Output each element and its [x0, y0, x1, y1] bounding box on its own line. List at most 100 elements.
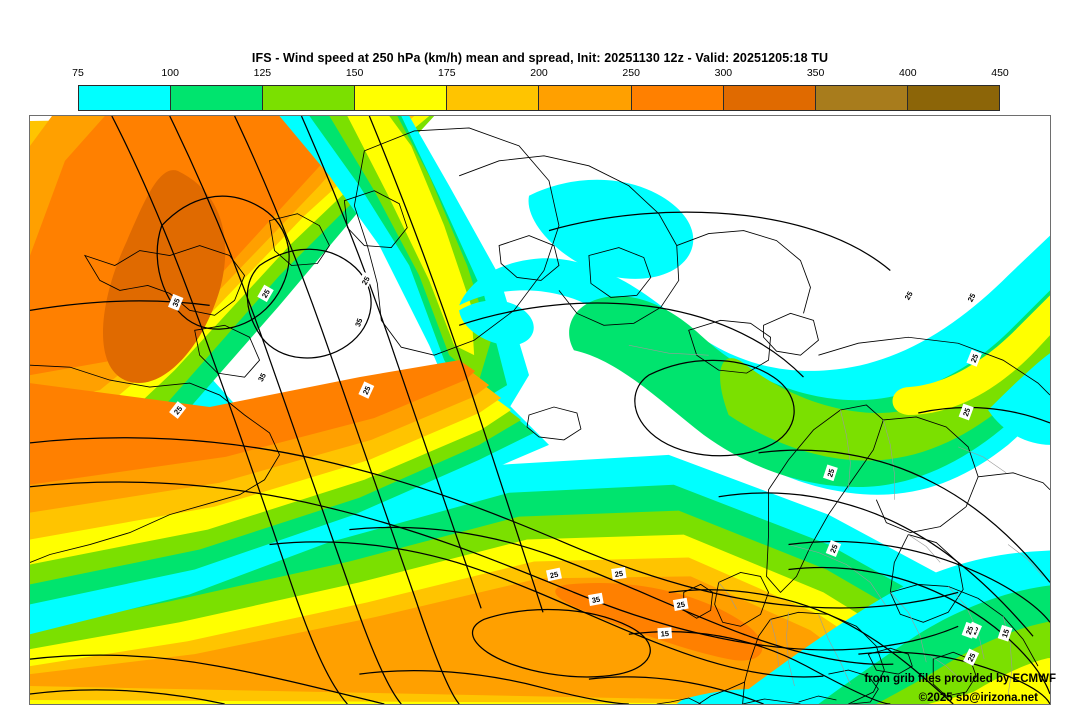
contour-label-bg	[257, 284, 274, 303]
contour-label-bg	[358, 381, 375, 399]
contour-label-bg	[958, 403, 974, 421]
colorbar-segment-2	[263, 86, 356, 110]
colorbar-segment-0	[79, 86, 172, 110]
border-layer	[628, 344, 1044, 695]
contour-label-text: 35	[256, 372, 268, 384]
contour-label: 25	[169, 401, 187, 419]
colorbar-segment-7	[723, 86, 816, 110]
colorbar-tick-labels: 75 100 125 150 175 200 250 300 350 400 450	[72, 67, 1009, 83]
contour-label-text: 25	[614, 569, 623, 579]
contour-label-layer: 35 35 35 25 25 25 25 35 25 25 25 15 25 25 25 25 25 25 15 25…	[168, 271, 1013, 666]
contour-label-bg	[611, 567, 627, 580]
fill-band-75-ne2	[988, 353, 1050, 445]
contour-label: 25	[963, 648, 980, 666]
contour-label-bg	[823, 464, 838, 482]
colorbar-tick-450: 450	[991, 67, 1009, 79]
contour-label: 25	[966, 349, 982, 367]
colorbar-tick-175: 175	[438, 67, 456, 79]
colorbar-tick-400: 400	[899, 67, 917, 79]
contour-label-text: 35	[353, 317, 364, 328]
colorbar-segment-5	[539, 86, 632, 110]
contour-label-text: 25	[969, 353, 980, 364]
contour-label: 25	[963, 288, 980, 307]
colorbar-segments	[78, 85, 1000, 111]
contour-label: 25	[825, 540, 842, 558]
contour-label-text: 25	[676, 600, 686, 610]
contour-label-bg	[588, 592, 604, 606]
contour-label-bg	[672, 597, 689, 611]
colorbar-segment-1	[171, 86, 264, 110]
fill-band-75-gr	[459, 300, 534, 346]
page-title: IFS - Wind speed at 250 hPa (km/h) mean …	[251, 51, 829, 65]
colorbar-segment-4	[447, 86, 540, 110]
fill-band-150-ne	[928, 658, 1050, 704]
contour-label-bg	[963, 288, 980, 307]
wind-speed-fill-layer-2	[279, 116, 530, 425]
wind-speed-fill-layer-3	[30, 454, 1050, 704]
contour-label: 35	[168, 293, 184, 311]
contour-label: 35	[588, 592, 604, 606]
contour-label-bg	[963, 648, 980, 666]
contour-label-bg	[657, 627, 673, 640]
fill-band-150-gl	[347, 116, 475, 356]
colorbar-tick-150: 150	[345, 67, 364, 79]
contour-label: 25	[357, 271, 374, 290]
contour-label-text: 15	[1000, 628, 1011, 639]
colorbar-tick-200: 200	[530, 67, 548, 79]
wind-speed-fill-layer-5	[459, 179, 1050, 495]
contour-label: 25	[900, 286, 917, 305]
contour-label: 25	[672, 597, 689, 611]
fill-band-125-sc	[720, 310, 1050, 461]
contour-label: 25	[257, 284, 274, 303]
contour-label-bg	[169, 401, 187, 419]
contour-label-text: 25	[828, 543, 839, 554]
colorbar-tick-125: 125	[253, 67, 272, 79]
contour-label-text: 25	[360, 275, 372, 287]
contour-label-text: 25	[961, 407, 972, 418]
contour-label-text: 25	[903, 290, 915, 302]
contour-label-bg	[253, 368, 270, 386]
contour-label-bg	[997, 624, 1013, 642]
contour-label-text: 35	[591, 595, 601, 605]
contour-label-text: 35	[170, 297, 181, 308]
colorbar-tick-250: 250	[622, 67, 640, 79]
credit-ecmwf: from grib files provided by ECMWF	[864, 673, 1056, 685]
contour-label-text: 25	[966, 292, 978, 304]
contour-label: 25	[961, 621, 977, 639]
contour-label: 25	[611, 567, 627, 580]
contour-label-bg	[545, 567, 562, 582]
credit-copyright: ©2025 sb@irizona.net	[918, 692, 1038, 704]
colorbar-tick-300: 300	[714, 67, 733, 79]
spread-contour-layer	[30, 116, 1050, 704]
contour-label-text: 25	[964, 625, 975, 636]
contour-label-text: 25	[549, 570, 559, 581]
contour-label: 35	[350, 313, 366, 331]
fill-band-250-atl	[555, 582, 763, 661]
contour-label-text: 15	[660, 629, 669, 639]
contour-label: 15	[997, 624, 1013, 642]
colorbar-segment-8	[815, 86, 908, 110]
fill-band-75-sc2	[528, 179, 694, 279]
contour-label-bg	[966, 349, 982, 367]
wind-speed-fill-layer-6	[728, 353, 1050, 704]
contour-label-text: 25	[260, 288, 272, 300]
contour-label-bg	[961, 621, 977, 639]
contour-label: 25	[823, 464, 838, 482]
contour-label-text: 25	[966, 652, 978, 663]
contour-label-bg	[357, 271, 374, 290]
contour-label: 25	[358, 381, 375, 399]
contour-label-text: 25	[825, 468, 836, 479]
wind-speed-fill-layer-7	[459, 300, 799, 704]
map-svg: 35 35 35 25 25 25 25 35 25 25 25 15 25 25 25 25 25 25 15 25…	[30, 116, 1050, 704]
wind-speed-fill-layer-4	[30, 360, 549, 635]
contour-label: 35	[253, 368, 270, 386]
contour-label-bg	[350, 313, 366, 331]
colorbar-segment-3	[355, 86, 448, 110]
colorbar-segment-9	[907, 86, 999, 110]
contour-label-text: 25	[361, 385, 373, 396]
contour-label-bg	[900, 286, 917, 305]
colorbar-tick-75: 75	[72, 67, 84, 79]
colorbar: 75 100 125 150 175 200 250 300 350 400 450	[72, 67, 1009, 111]
map-canvas[interactable]: 35 35 35 25 25 25 25 35 25 25 25 15 25 25 25 25 25 25 15 25…	[29, 115, 1051, 705]
